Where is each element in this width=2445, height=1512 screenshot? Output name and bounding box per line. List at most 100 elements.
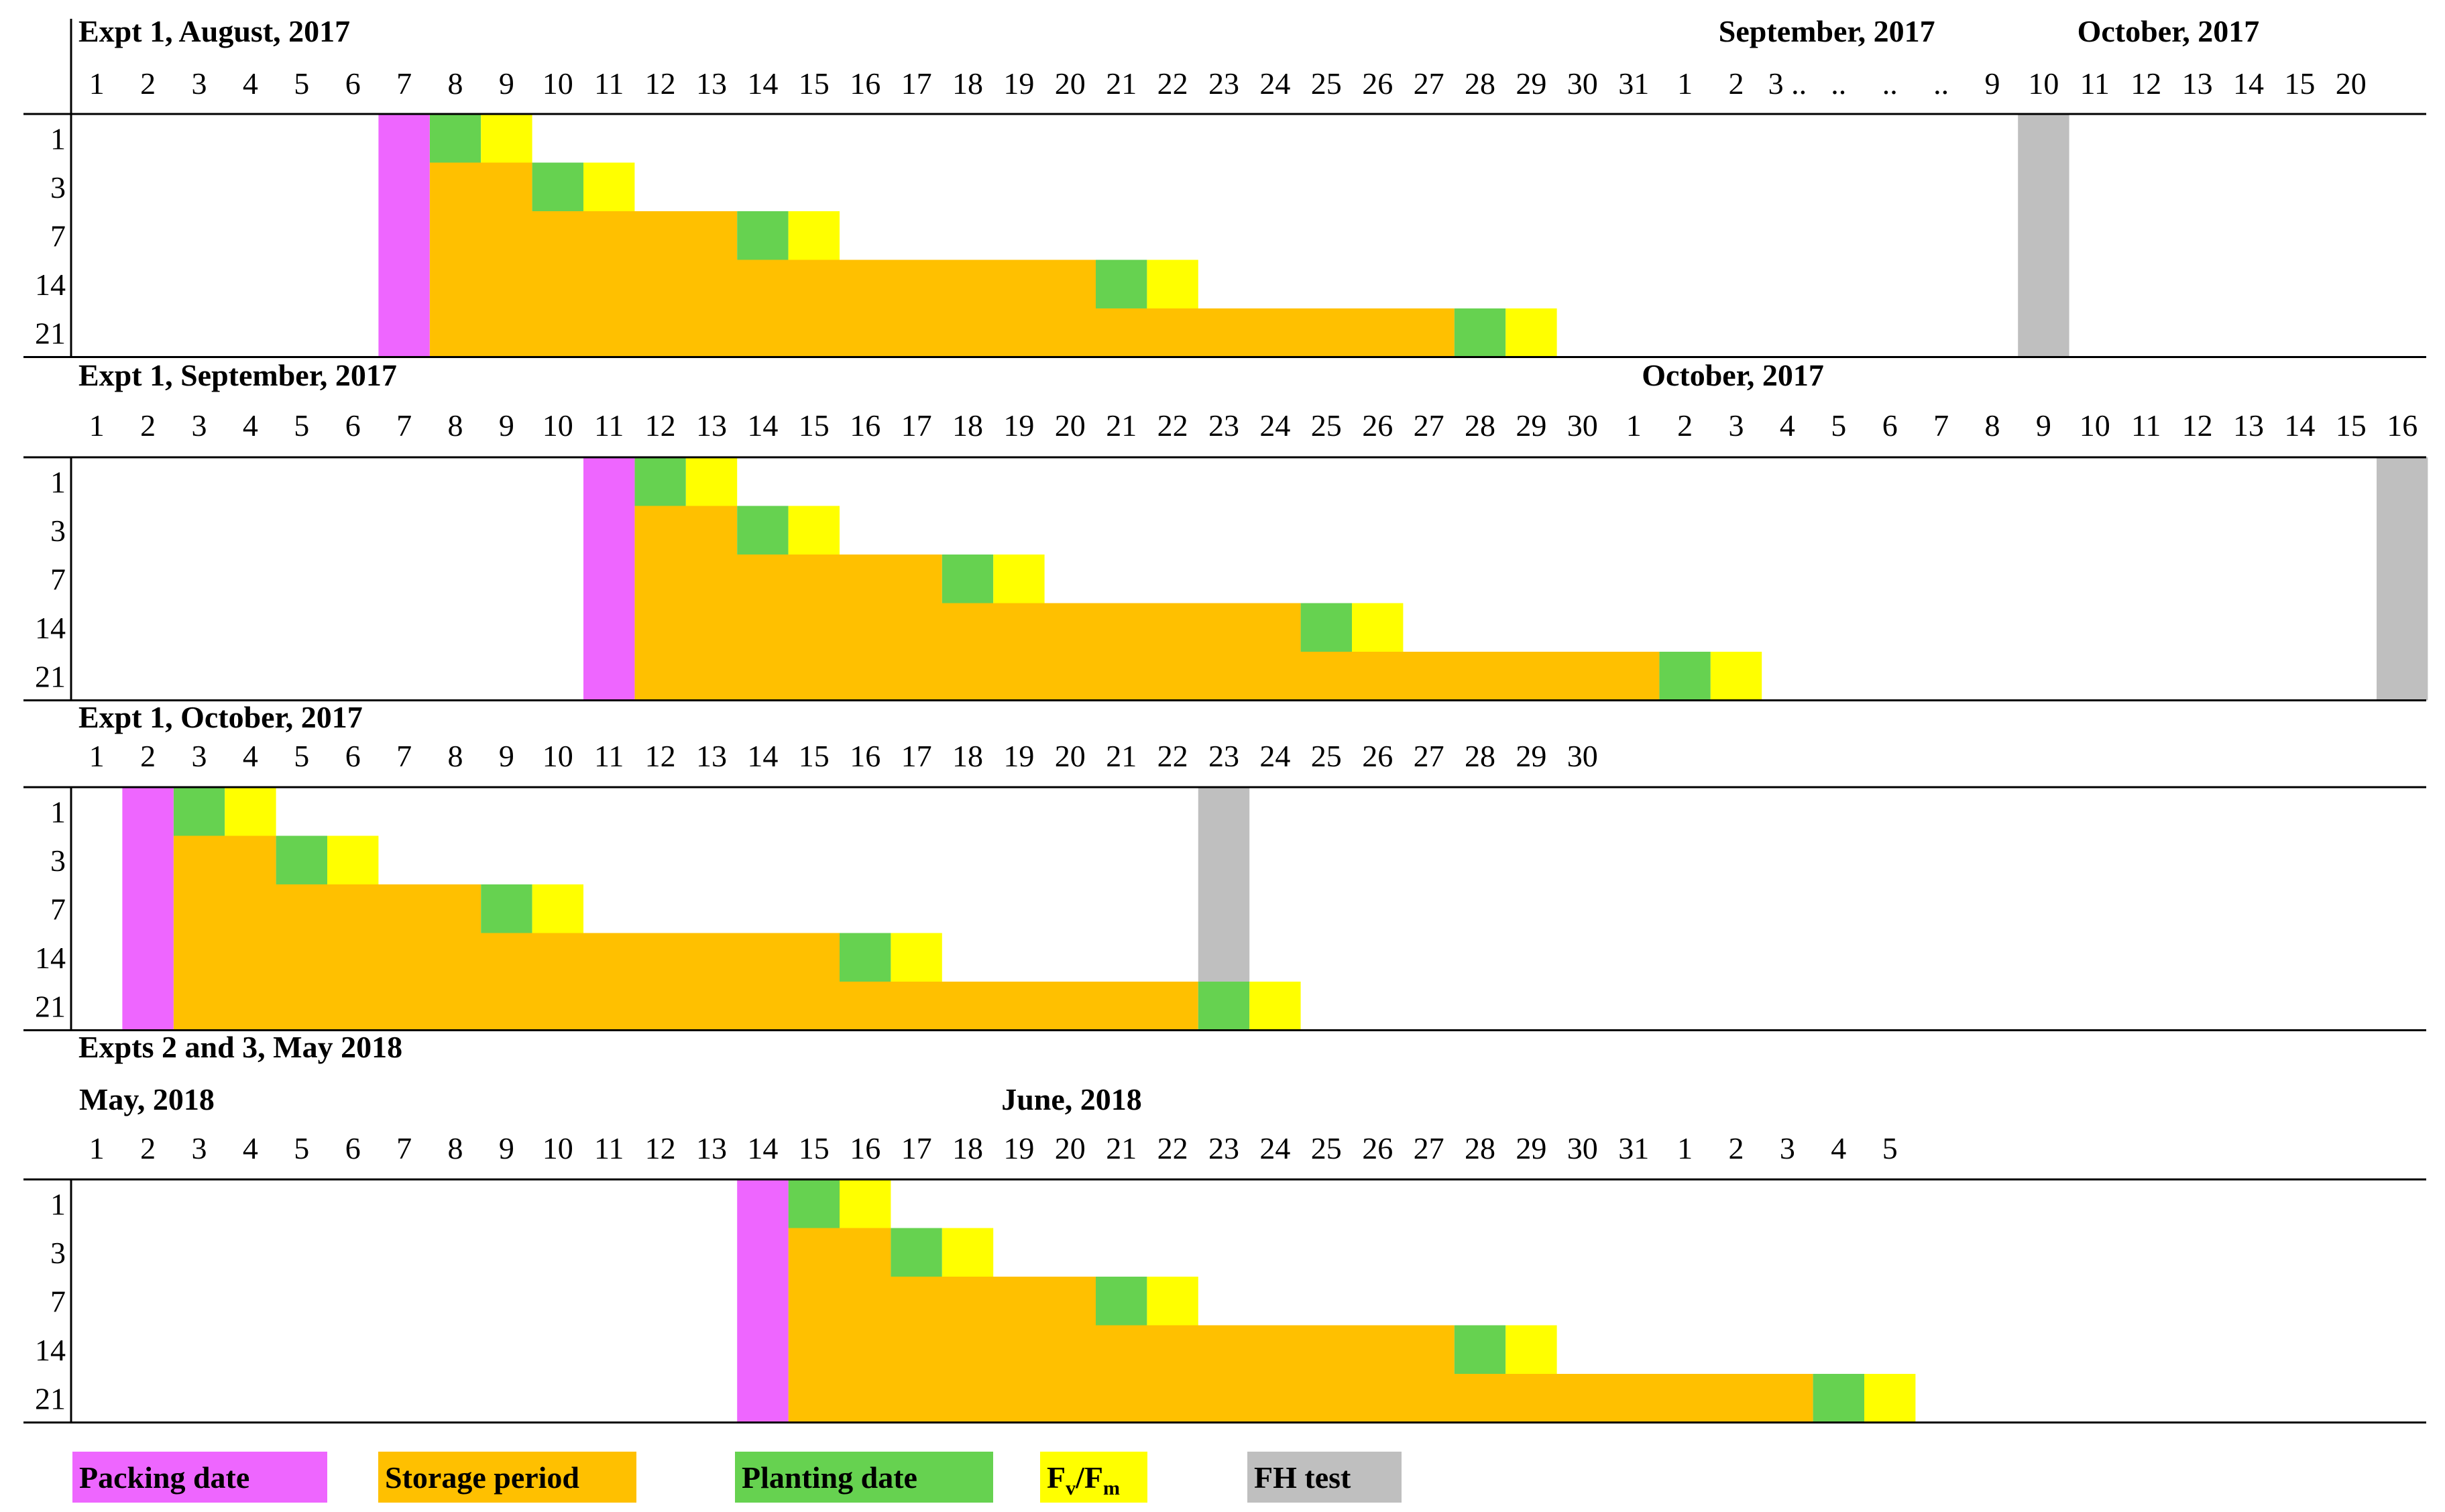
month-label: May, 2018: [79, 1082, 215, 1116]
storage-bar: [429, 259, 1096, 308]
day-tick-label: 28: [1465, 1131, 1495, 1165]
day-tick-label: 12: [645, 739, 676, 773]
packing-bar: [737, 1179, 789, 1423]
day-tick-label: 29: [1516, 66, 1546, 101]
day-tick-label: 1: [89, 739, 105, 773]
storage-bar: [429, 308, 1455, 357]
day-tick-label: 1: [89, 1131, 105, 1165]
fvfm-cell: [225, 787, 276, 836]
month-label: June, 2018: [1001, 1082, 1142, 1116]
day-tick-label: 5: [1831, 408, 1846, 443]
month-label: October, 2017: [1642, 358, 1824, 392]
day-tick-label: 5: [294, 739, 309, 773]
day-tick-label: 18: [952, 1131, 983, 1165]
fvfm-cell: [1710, 652, 1762, 701]
day-tick-label: 14: [747, 66, 778, 101]
day-tick-label: 26: [1362, 408, 1393, 443]
row-label: 1: [50, 795, 66, 829]
planting-cell: [1096, 1277, 1147, 1326]
day-tick-label: 28: [1465, 739, 1495, 773]
row-label: 3: [50, 514, 66, 548]
day-tick-label: 12: [645, 1131, 676, 1165]
legend-swatch-planting: [735, 1452, 993, 1503]
legend-label-planting: Planting date: [742, 1460, 917, 1495]
day-tick-label: 3: [192, 1131, 207, 1165]
planting-cell: [429, 114, 481, 163]
day-tick-label: 30: [1567, 66, 1598, 101]
legend-fvfm-part: /F: [1075, 1460, 1103, 1495]
day-tick-label: 24: [1259, 66, 1290, 101]
day-tick-label: 13: [2182, 66, 2213, 101]
day-tick-label: 11: [2080, 66, 2110, 101]
day-tick-label: 23: [1208, 66, 1239, 101]
day-tick-label: 1: [1677, 1131, 1693, 1165]
day-tick-label: 4: [1780, 408, 1795, 443]
day-tick-label: 26: [1362, 739, 1393, 773]
fvfm-cell: [1505, 1325, 1557, 1374]
day-tick-label: 16: [850, 408, 880, 443]
day-tick-label: 21: [1106, 739, 1137, 773]
day-tick-label: 14: [747, 739, 778, 773]
day-tick-label: 12: [2182, 408, 2213, 443]
panel-title: Expt 1, September, 2017: [78, 358, 397, 392]
row-label: 7: [50, 219, 66, 253]
day-tick-label: 10: [543, 739, 573, 773]
fvfm-cell: [532, 884, 583, 933]
planting-cell: [1300, 603, 1352, 652]
day-tick-label: 1: [1626, 408, 1642, 443]
storage-bar: [634, 652, 1660, 701]
fvfm-cell: [327, 835, 379, 884]
fvfm-cell: [1147, 1277, 1198, 1326]
day-tick-label: 11: [2131, 408, 2161, 443]
legend-fvfm-part: m: [1103, 1477, 1120, 1499]
day-tick-label: 11: [594, 66, 624, 101]
day-tick-label: 4: [243, 739, 258, 773]
day-tick-label: 23: [1208, 739, 1239, 773]
row-label: 14: [35, 1333, 66, 1367]
planting-cell: [1198, 982, 1250, 1031]
planting-cell: [788, 1179, 840, 1228]
day-tick-label: 13: [696, 66, 727, 101]
planting-cell: [891, 1228, 942, 1277]
panel-title: Expt 1, August, 2017: [78, 14, 350, 48]
day-tick-label: 11: [594, 1131, 624, 1165]
day-tick-label: 8: [448, 66, 463, 101]
day-tick-label: 25: [1311, 1131, 1342, 1165]
row-label: 7: [50, 1284, 66, 1318]
row-label: 1: [50, 465, 66, 499]
day-tick-label: 5: [294, 1131, 309, 1165]
day-tick-label: 4: [243, 66, 258, 101]
storage-bar: [173, 835, 276, 884]
day-tick-label: 20: [1055, 739, 1086, 773]
day-tick-label: 13: [696, 739, 727, 773]
packing-bar: [378, 114, 430, 357]
day-tick-label: 12: [645, 66, 676, 101]
panel-title: Expts 2 and 3, May 2018: [78, 1030, 402, 1064]
day-tick-label: 7: [396, 66, 412, 101]
fvfm-cell: [481, 114, 532, 163]
day-tick-label: 9: [499, 1131, 514, 1165]
planting-cell: [840, 933, 891, 982]
fvfm-cell: [1505, 308, 1557, 357]
planting-cell: [1813, 1374, 1864, 1423]
day-tick-label: 6: [345, 66, 361, 101]
day-tick-label: 21: [1106, 408, 1137, 443]
day-tick-label: 22: [1157, 1131, 1188, 1165]
day-tick-label: 18: [952, 408, 983, 443]
fh-test-bar: [2377, 457, 2428, 701]
fh-test-bar: [1198, 787, 1250, 982]
fvfm-cell: [685, 457, 738, 506]
day-tick-label: 19: [1003, 408, 1034, 443]
day-tick-label: 2: [1677, 408, 1693, 443]
day-tick-label: 27: [1414, 408, 1444, 443]
row-label: 3: [50, 844, 66, 878]
planting-cell: [276, 835, 327, 884]
planting-cell: [1096, 259, 1147, 308]
day-tick-label: 4: [1831, 1131, 1846, 1165]
legend-label-fvfm: Fv/Fm: [1047, 1460, 1120, 1499]
planting-cell: [737, 506, 789, 555]
row-label: 7: [50, 892, 66, 926]
day-tick-label: 5: [294, 408, 309, 443]
day-tick-label: 20: [1055, 1131, 1086, 1165]
day-tick-label: 15: [2336, 408, 2367, 443]
